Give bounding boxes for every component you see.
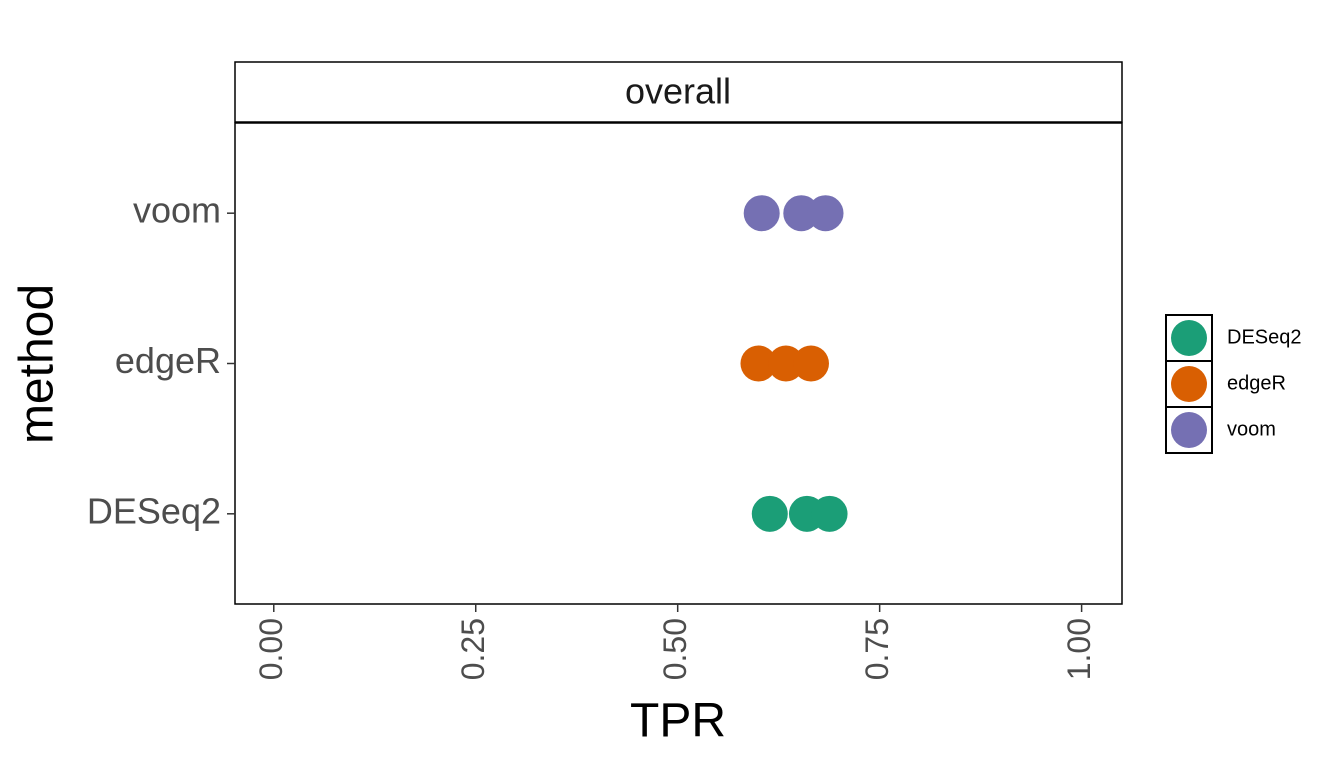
legend-label: DESeq2: [1227, 326, 1302, 348]
point: [743, 195, 780, 232]
panel-title: overall: [625, 71, 731, 112]
legend-symbol: [1171, 320, 1207, 356]
y-tick-label: voom: [133, 190, 221, 231]
legend-symbol: [1171, 366, 1207, 402]
x-axis-title: TPR: [630, 695, 726, 748]
y-axis-title: method: [11, 284, 64, 444]
strip: [234, 61, 1123, 123]
point: [751, 495, 788, 532]
panel: [234, 122, 1123, 605]
x-tick-label: 0.00: [253, 618, 289, 680]
y-tick-label: DESeq2: [87, 490, 221, 531]
point: [767, 345, 804, 382]
point: [811, 495, 848, 532]
y-tick-label: edgeR: [115, 340, 221, 381]
x-tick-label: 0.75: [859, 618, 895, 680]
point: [792, 345, 829, 382]
legend-symbol: [1171, 412, 1207, 448]
legend-label: voom: [1227, 418, 1276, 440]
point: [807, 195, 844, 232]
x-tick-label: 1.00: [1061, 618, 1097, 680]
x-tick-label: 0.50: [657, 618, 693, 680]
legend-label: edgeR: [1227, 372, 1286, 394]
point: [740, 345, 777, 382]
x-tick-label: 0.25: [455, 618, 491, 680]
